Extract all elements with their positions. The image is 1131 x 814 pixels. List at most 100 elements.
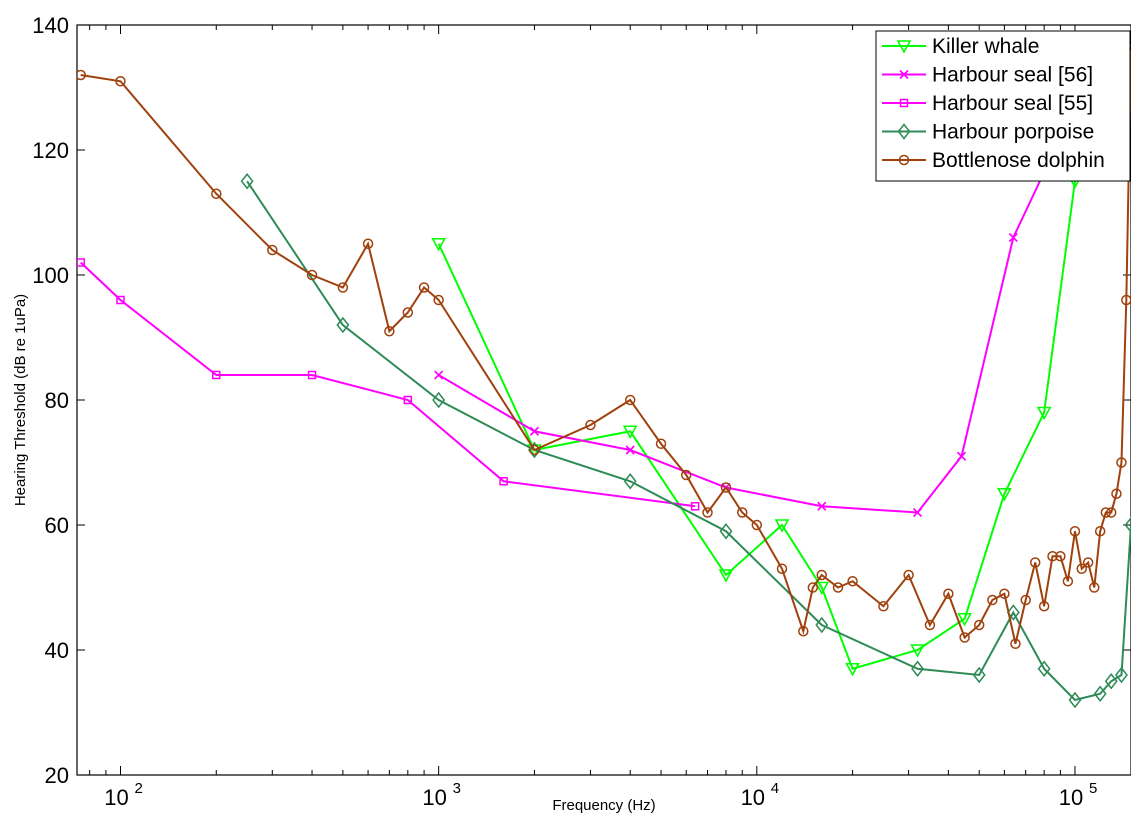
- y-axis: 20 40 60 80 100 120 140: [32, 13, 1131, 788]
- x-tick-exponent: 2: [134, 780, 142, 797]
- y-tick-label: 20: [45, 763, 69, 788]
- legend-entry-bottlenose-dolphin: Bottlenose dolphin: [882, 149, 1105, 172]
- data-point-bottlenose-dolphin: [924, 619, 936, 631]
- x-tick-label: 10: [422, 785, 446, 810]
- data-point-bottlenose-dolphin: [585, 419, 596, 431]
- legend-label: Harbour porpoise: [932, 121, 1094, 144]
- data-point-harbour-seal-56-stroke-b: [912, 507, 923, 518]
- data-point-harbour-seal-56-stroke-b: [1008, 232, 1018, 243]
- data-point-bottlenose-dolphin: [702, 507, 713, 518]
- legend-label: Harbour seal [55]: [932, 92, 1093, 115]
- data-point-bottlenose-dolphin: [211, 188, 222, 199]
- data-point-bottlenose-dolphin: [816, 569, 828, 581]
- data-point-bottlenose-dolphin: [384, 326, 395, 337]
- data-point-bottlenose-dolphin: [751, 519, 763, 531]
- data-point-harbour-seal-56-stroke-b: [817, 501, 827, 511]
- legend-label: Bottlenose dolphin: [932, 149, 1105, 172]
- data-point-harbour-porpoise: [623, 473, 637, 490]
- data-point-harbour-seal-55: [690, 502, 700, 511]
- y-axis-label: Hearing Threshold (dB re 1uPa): [12, 294, 29, 506]
- data-point-killer-whale: [622, 425, 638, 439]
- data-point-bottlenose-dolphin: [1020, 594, 1031, 606]
- legend-swatch-marker: [896, 40, 912, 54]
- data-point-bottlenose-dolphin: [362, 238, 374, 249]
- data-point-bottlenose-dolphin: [77, 69, 86, 81]
- data-point-harbour-seal-56-stroke-b: [529, 426, 539, 436]
- data-point-bottlenose-dolphin: [776, 563, 788, 574]
- y-tick-label: 120: [32, 138, 69, 163]
- legend: Killer whale Harbour seal [56] Harbour sea…: [875, 30, 1131, 182]
- data-point-killer-whale: [814, 581, 830, 596]
- data-point-harbour-seal-55: [116, 295, 125, 305]
- x-axis: 10 2 10 3 10 4 10 5: [89, 25, 1097, 810]
- data-point-killer-whale: [774, 519, 790, 533]
- data-point-harbour-seal-56: [817, 501, 827, 511]
- y-tick-label: 80: [45, 388, 69, 413]
- legend-swatch-marker-stroke-b: [899, 69, 909, 80]
- legend-swatch-marker: [899, 98, 909, 108]
- series-bottlenose-dolphin: [77, 44, 1131, 649]
- data-point-bottlenose-dolphin: [529, 444, 540, 456]
- y-tick-label: 140: [32, 13, 69, 38]
- data-point-bottlenose-dolphin: [1069, 526, 1081, 537]
- data-point-bottlenose-dolphin: [680, 469, 692, 481]
- data-point-harbour-seal-56: [1008, 232, 1018, 243]
- data-point-bottlenose-dolphin: [433, 294, 444, 306]
- data-point-harbour-porpoise: [336, 316, 350, 334]
- legend-entry-harbour-porpoise: Harbour porpoise: [882, 121, 1094, 144]
- data-point-harbour-porpoise: [432, 391, 446, 409]
- legend-box: [875, 30, 1131, 182]
- data-point-bottlenose-dolphin: [1055, 551, 1066, 562]
- legend-swatch-marker: [898, 154, 910, 166]
- data-point-harbour-seal-56-stroke-b: [625, 445, 635, 455]
- data-point-bottlenose-dolphin: [655, 438, 667, 449]
- data-point-bottlenose-dolphin: [720, 482, 732, 493]
- data-point-bottlenose-dolphin: [959, 632, 970, 643]
- data-point-bottlenose-dolphin: [943, 588, 954, 599]
- series-killer-whale: [431, 50, 1131, 677]
- data-point-harbour-porpoise: [1068, 691, 1082, 709]
- x-tick-exponent: 3: [453, 780, 461, 797]
- data-point-harbour-porpoise: [1104, 673, 1118, 690]
- data-point-bottlenose-dolphin: [1029, 557, 1041, 568]
- data-point-harbour-seal-55: [212, 370, 221, 380]
- x-tick-label: 10: [741, 785, 765, 810]
- data-point-bottlenose-dolphin: [418, 282, 430, 293]
- data-point-killer-whale: [957, 612, 972, 627]
- data-point-bottlenose-dolphin: [737, 507, 748, 518]
- legend-entry-harbour-seal-55: Harbour seal [55]: [882, 92, 1093, 115]
- legend-swatch-marker: [899, 69, 909, 80]
- data-point-bottlenose-dolphin: [1047, 551, 1058, 562]
- data-point-harbour-porpoise: [719, 523, 733, 540]
- data-point-harbour-seal-56: [434, 370, 444, 380]
- data-point-bottlenose-dolphin: [1089, 582, 1100, 593]
- data-point-harbour-seal-55: [403, 395, 413, 405]
- data-point-killer-whale: [845, 662, 860, 677]
- data-point-harbour-porpoise: [1115, 666, 1128, 684]
- data-point-bottlenose-dolphin: [1062, 576, 1074, 587]
- data-point-harbour-porpoise: [972, 666, 986, 684]
- data-point-killer-whale: [1036, 406, 1052, 421]
- data-point-harbour-seal-56: [529, 426, 539, 436]
- data-point-harbour-seal-56-stroke-b: [956, 451, 967, 461]
- series-line-harbour-seal-55: [80, 261, 696, 508]
- legend-swatch-marker: [897, 123, 911, 140]
- legend-label: Harbour seal [56]: [932, 64, 1093, 87]
- data-point-harbour-seal-55: [307, 370, 317, 380]
- data-point-bottlenose-dolphin: [798, 626, 809, 637]
- x-tick-exponent: 5: [1089, 780, 1097, 797]
- data-point-bottlenose-dolphin: [1094, 526, 1106, 537]
- series-layer: [77, 44, 1131, 709]
- data-point-harbour-porpoise: [815, 616, 829, 634]
- data-point-harbour-porpoise: [1006, 604, 1020, 621]
- x-tick-label: 10: [104, 785, 128, 810]
- y-tick-label: 40: [45, 638, 69, 663]
- data-point-bottlenose-dolphin: [1076, 563, 1087, 574]
- data-point-bottlenose-dolphin: [973, 619, 985, 631]
- data-point-harbour-seal-56: [912, 507, 923, 518]
- data-point-harbour-seal-55: [77, 258, 85, 267]
- data-point-harbour-porpoise: [911, 660, 924, 677]
- data-point-harbour-porpoise: [240, 173, 254, 190]
- data-point-bottlenose-dolphin: [306, 269, 318, 281]
- legend-entry-harbour-seal-56: Harbour seal [56]: [882, 64, 1093, 87]
